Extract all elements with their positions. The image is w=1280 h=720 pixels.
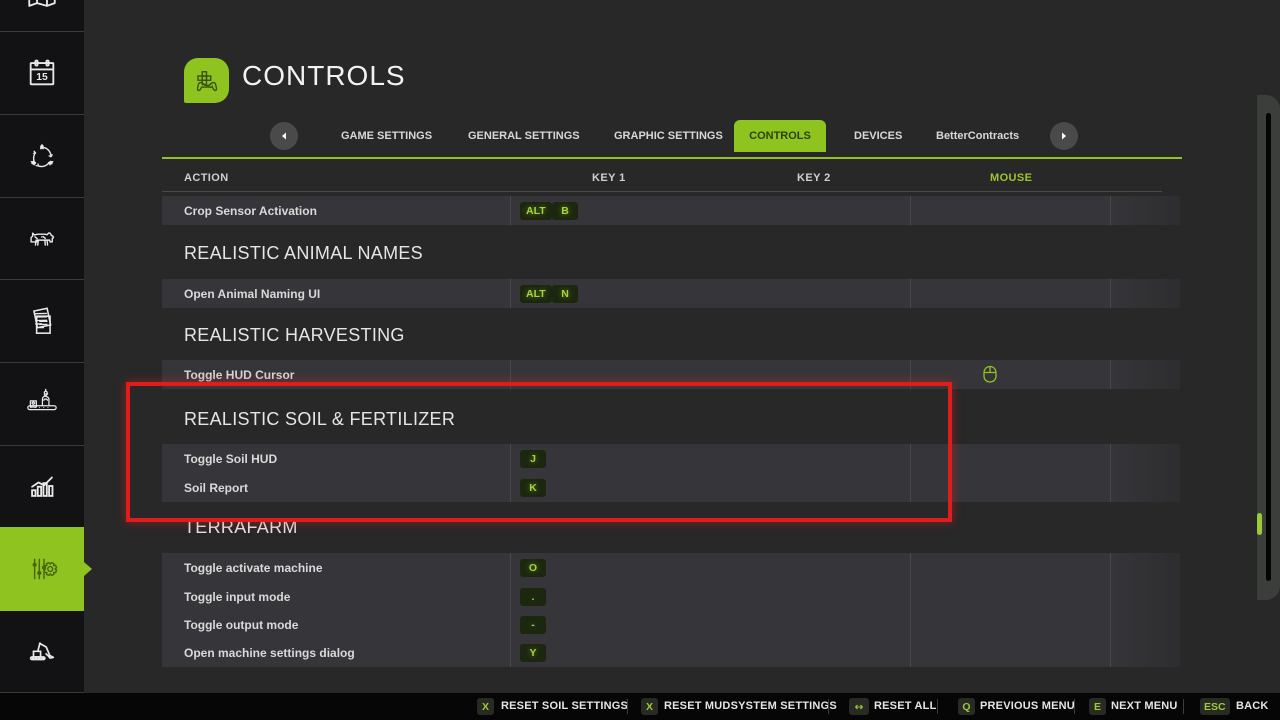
svg-text:15: 15: [36, 72, 48, 83]
